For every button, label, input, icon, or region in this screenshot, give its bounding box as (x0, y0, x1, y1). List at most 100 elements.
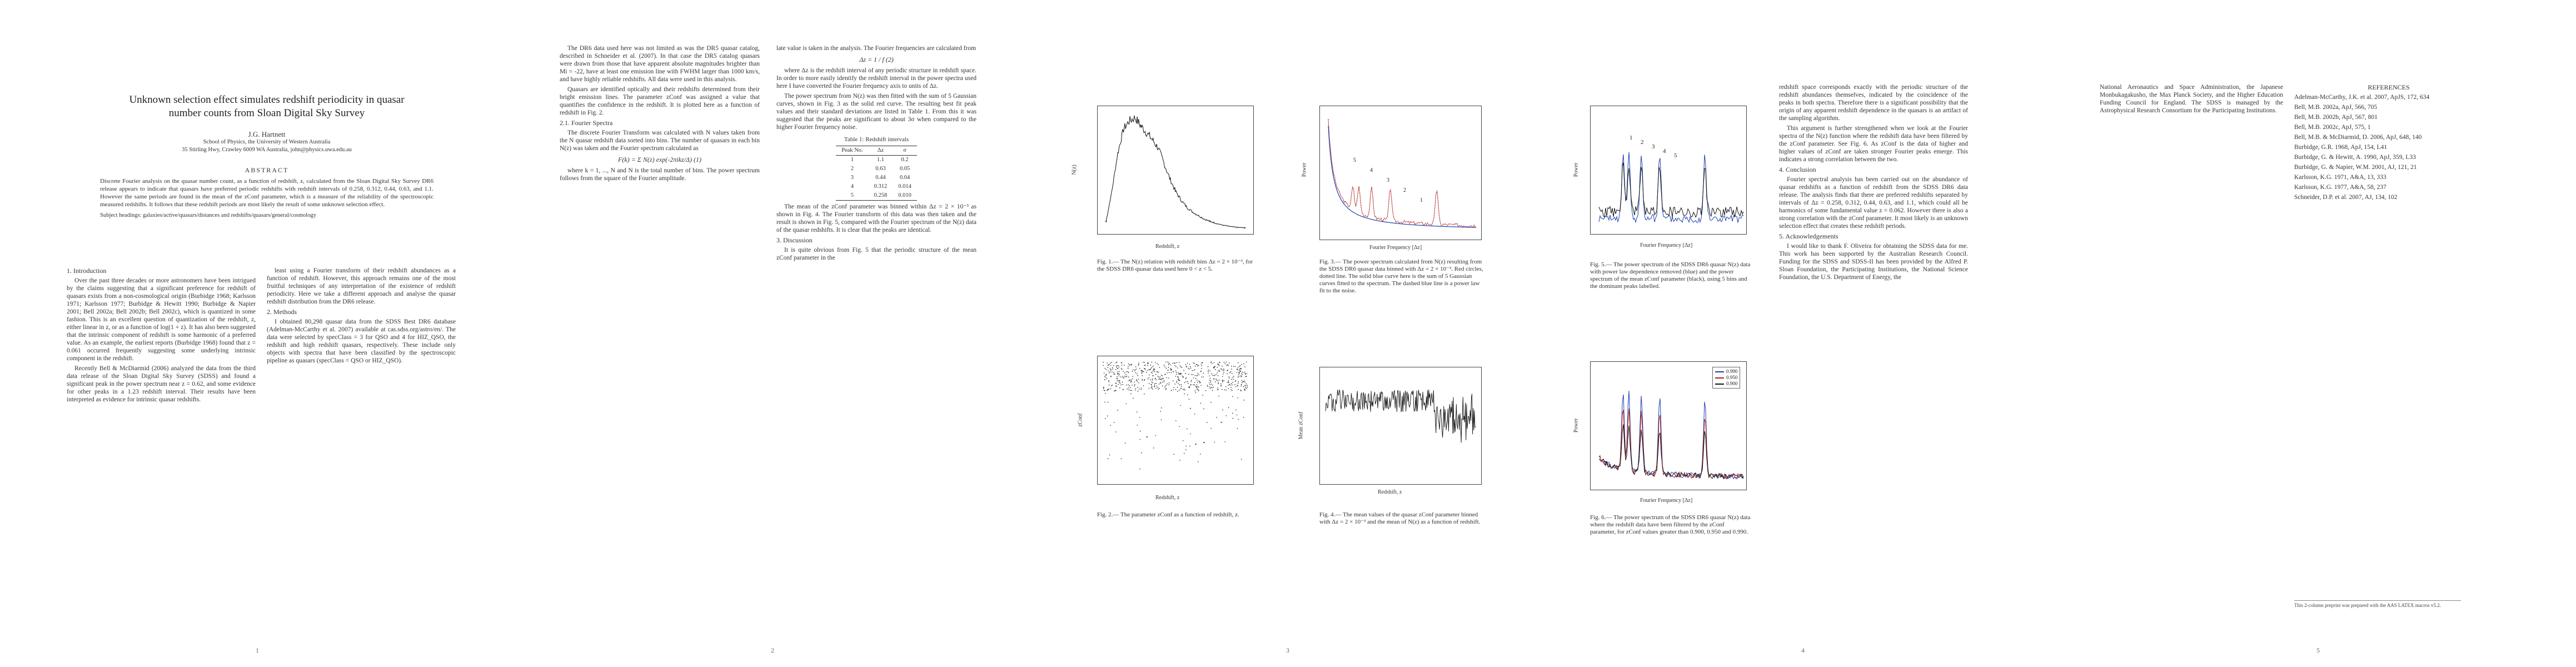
fig2-scatter-point (1107, 367, 1109, 369)
fig2-scatter-point (1197, 364, 1198, 365)
fig2-scatter-point (1235, 380, 1237, 381)
fig2-scatter-point (1238, 370, 1240, 371)
fig2-scatter-point (1225, 386, 1227, 387)
fig2-scatter-point (1107, 401, 1109, 403)
fig2-scatter-point (1213, 367, 1215, 369)
fig2-scatter-point (1197, 386, 1198, 387)
fig2-scatter-point (1208, 371, 1209, 372)
fig2-scatter-point (1130, 379, 1132, 381)
fig2-scatter-point (1155, 387, 1157, 389)
fig2-scatter-point (1152, 366, 1154, 367)
fig2-scatter-point (1223, 374, 1224, 375)
fig2-scatter-point (1128, 384, 1129, 386)
fig2-scatter-point (1199, 454, 1201, 455)
fig2-scatter-point (1133, 397, 1134, 399)
discussion-paragraph-2: This argument is further strengthened wh… (1779, 125, 1968, 163)
fig2-scatter-point (1162, 375, 1163, 376)
fig2-scatter-point (1110, 369, 1112, 371)
fig2-scatter-point (1144, 393, 1145, 395)
methods-paragraph-1: I obtained 80,298 quasar data from the S… (267, 318, 456, 364)
fig2-scatter-point (1173, 371, 1174, 372)
fig2-scatter-point (1217, 366, 1218, 368)
fig2-scatter-point (1150, 367, 1152, 369)
fig2-scatter-point (1152, 389, 1153, 390)
fig2-scatter-point (1126, 376, 1128, 377)
table-row: 4 0.312 0.014 (850, 183, 911, 190)
fig4-mean-zconf (1325, 389, 1476, 443)
fig2-scatter-point (1192, 370, 1193, 371)
fig2-scatter-point (1175, 420, 1177, 421)
fig2-scatter-point (1218, 379, 1220, 381)
fig2-scatter-point (1141, 370, 1142, 372)
fig2-scatter-point (1188, 369, 1190, 370)
fig2-scatter-point (1115, 362, 1117, 364)
fig2-scatter-point (1245, 383, 1247, 385)
fig2-scatter-point (1201, 368, 1202, 369)
fig2-scatter-point (1104, 367, 1106, 369)
fig2-scatter-point (1185, 449, 1187, 451)
references-heading: REFERENCES (2368, 83, 2410, 91)
fig2-scatter-point (1214, 375, 1215, 376)
fig2-scatter-point (1158, 376, 1159, 378)
fig2-scatter-point (1171, 369, 1172, 370)
fig2-scatter-point (1232, 412, 1233, 414)
fig2-scatter-point (1120, 376, 1122, 378)
fig1-plot-area (1097, 106, 1254, 235)
fig2-scatter-point (1226, 365, 1227, 366)
fig2-scatter-point (1160, 375, 1162, 376)
fig2-scatter-point (1190, 381, 1192, 382)
fig2-scatter-point (1237, 427, 1238, 429)
fig2-scatter-point (1157, 376, 1159, 377)
fig2-scatter-point (1240, 385, 1242, 387)
fig2-scatter-point (1228, 381, 1229, 382)
fig2-scatter-point (1123, 371, 1124, 372)
fig2-scatter-point (1108, 384, 1110, 386)
fig6-filtered-power (1598, 391, 1744, 480)
fig2-scatter-point (1237, 397, 1238, 399)
fig6-caption: Fig. 6.— The power spectrum of the SDSS … (1590, 514, 1751, 535)
fig2-scatter-point (1227, 373, 1228, 375)
fig5-peak-label: 4 (1663, 148, 1666, 155)
page2-right-column: late value is taken in the analysis. The… (776, 44, 976, 264)
fig2-scatter-point (1116, 367, 1118, 368)
fig2-scatter-point (1240, 459, 1242, 460)
fig2-scatter-point (1155, 374, 1157, 375)
fig2-scatter-point (1197, 382, 1198, 383)
fig2-scatter-point (1181, 367, 1183, 368)
fig2-scatter-point (1245, 376, 1246, 377)
fig2-scatter-point (1220, 368, 1222, 370)
fig2-scatter-point (1221, 369, 1223, 370)
fig2-scatter-point (1220, 422, 1222, 423)
page-2: The DR6 data used here was not limited a… (515, 0, 1030, 667)
fig2-scatter-point (1197, 372, 1199, 374)
fig2-scatter-point (1210, 387, 1212, 389)
fig2-scatter-point (1237, 376, 1239, 378)
fig2-scatter-point (1121, 362, 1123, 364)
fig1-caption: Fig. 1.— The N(z) relation with redshift… (1097, 258, 1253, 272)
fig2-scatter-point (1168, 372, 1170, 374)
fig2-scatter-point (1200, 385, 1202, 386)
fig2-scatter-point (1223, 380, 1225, 381)
fig2-scatter-point (1154, 383, 1155, 384)
fig2-scatter-point (1122, 376, 1123, 377)
fig2-x-label: Redshift, z (1155, 495, 1180, 501)
fig2-scatter-point (1179, 384, 1180, 385)
fig2-scatter-point (1228, 385, 1229, 386)
fig2-scatter-point (1115, 390, 1116, 391)
fig2-scatter-point (1170, 370, 1172, 371)
fig2-scatter-point (1185, 377, 1187, 379)
fig2-scatter-point (1137, 391, 1139, 392)
fig2-scatter-point (1137, 387, 1138, 388)
fig2-scatter-point (1185, 445, 1187, 447)
legend-item: 0.950 (1715, 375, 1737, 381)
fig2-scatter-point (1120, 458, 1122, 459)
fig2-scatter-point (1194, 390, 1196, 391)
fig2-scatter-point (1241, 380, 1243, 381)
fig2-scatter-point (1108, 389, 1109, 390)
fig5-x-label: Fourier Frequency [Δz] (1640, 242, 1693, 248)
fig2-scatter-point (1194, 414, 1195, 415)
fig2-scatter-point (1207, 386, 1208, 387)
fig2-scatter-point (1173, 389, 1174, 391)
fig2-scatter-point (1106, 378, 1108, 379)
fig2-scatter-point (1103, 387, 1104, 389)
